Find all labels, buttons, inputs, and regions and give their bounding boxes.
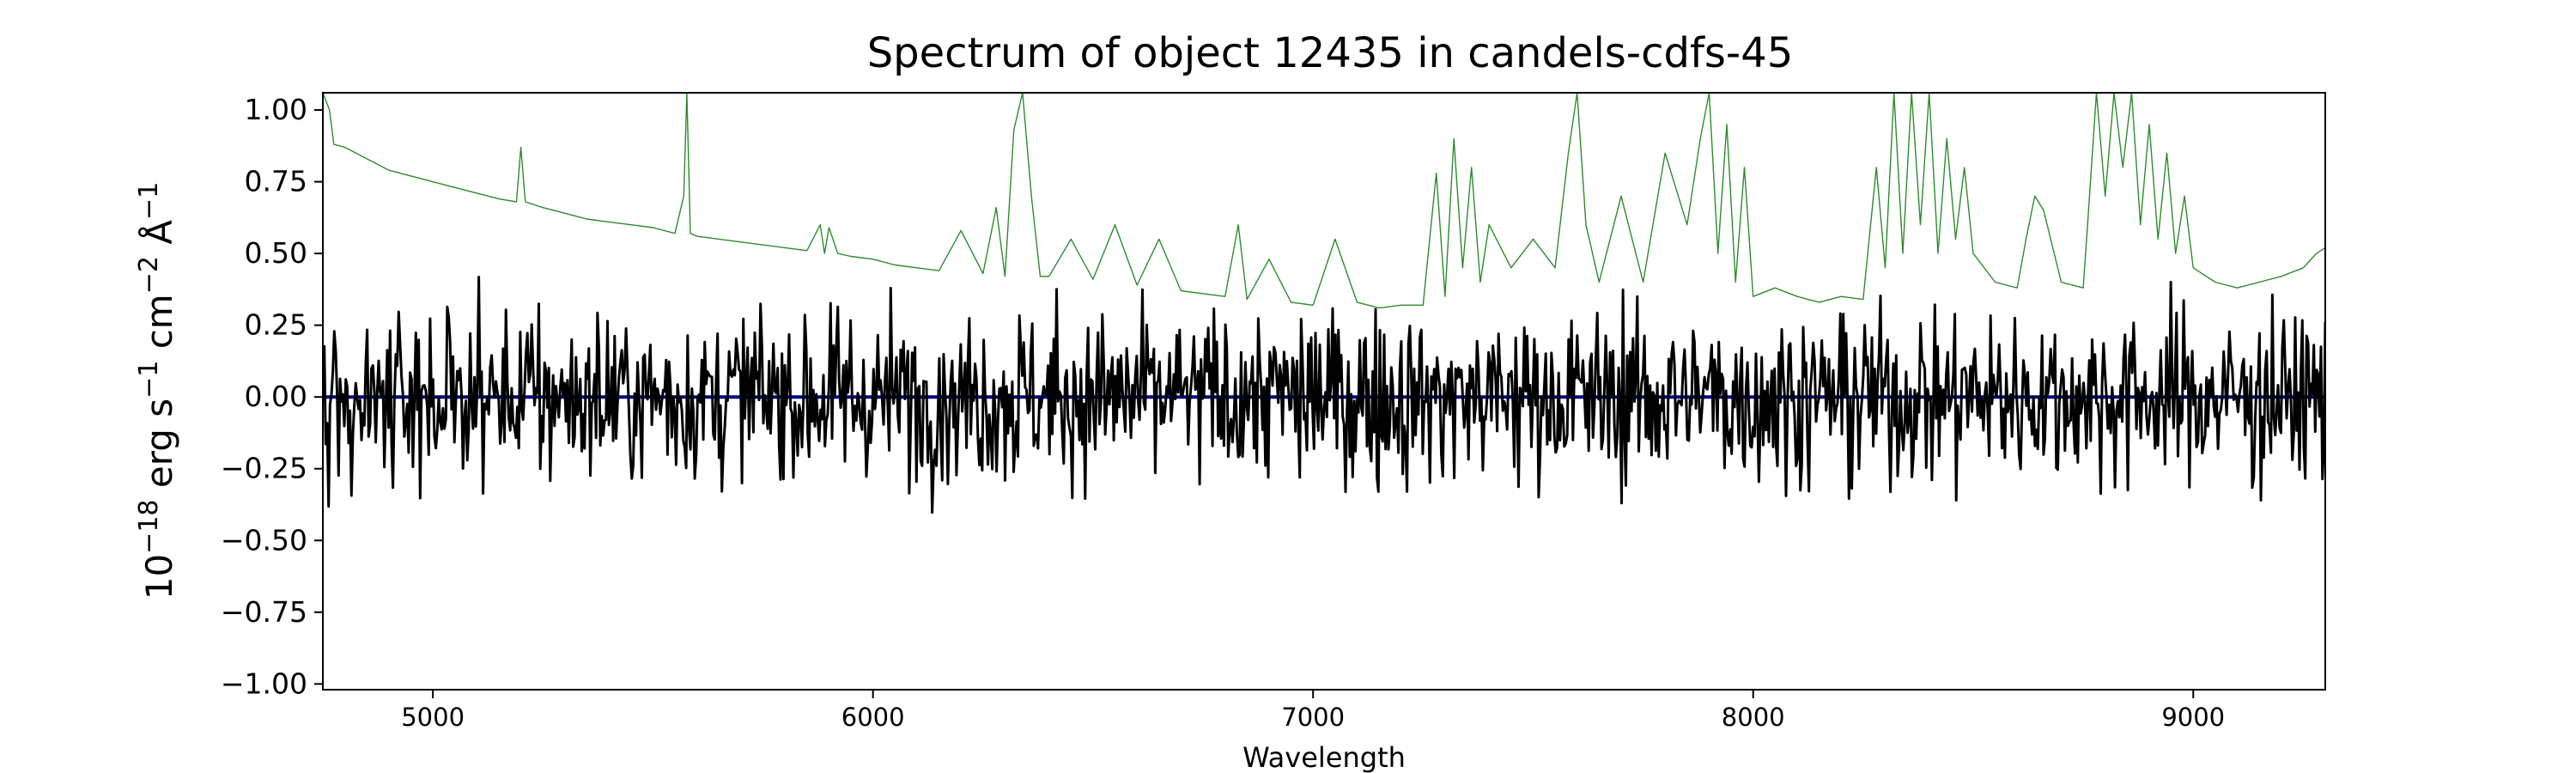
flux-line (323, 276, 2325, 514)
series-layer (323, 93, 2325, 514)
y-tick-label: −0.75 (221, 595, 307, 629)
y-tick-label: 0.75 (245, 165, 307, 198)
x-tick-label: 8000 (1722, 703, 1785, 732)
y-tick-label: −1.00 (221, 666, 307, 700)
x-tick-label: 6000 (841, 703, 905, 732)
plot-frame (322, 92, 2326, 691)
x-axis: 5000 6000 7000 8000 9000 (401, 690, 2225, 732)
chart-title: Spectrum of object 12435 in candels-cdfs… (867, 29, 1794, 77)
y-tick-label: 1.00 (245, 93, 307, 126)
y-axis: −1.00 −0.75 −0.50 −0.25 0.00 0.25 0.50 0.75 1.00 (221, 93, 323, 700)
x-tick-label: 5000 (401, 703, 465, 732)
y-tick-label: 0.00 (245, 380, 307, 413)
x-tick-label: 7000 (1281, 703, 1345, 732)
y-tick-label: 0.25 (245, 308, 307, 342)
y-tick-label: −0.25 (221, 452, 307, 485)
y-tick-label: −0.50 (221, 523, 307, 557)
y-axis-label: 10−18 erg s−1 cm−2 Å−1 (134, 182, 181, 600)
error-line (323, 93, 2325, 309)
x-tick-label: 9000 (2161, 703, 2225, 732)
x-axis-label: Wavelength (1242, 741, 1406, 773)
y-tick-label: 0.50 (245, 236, 307, 270)
